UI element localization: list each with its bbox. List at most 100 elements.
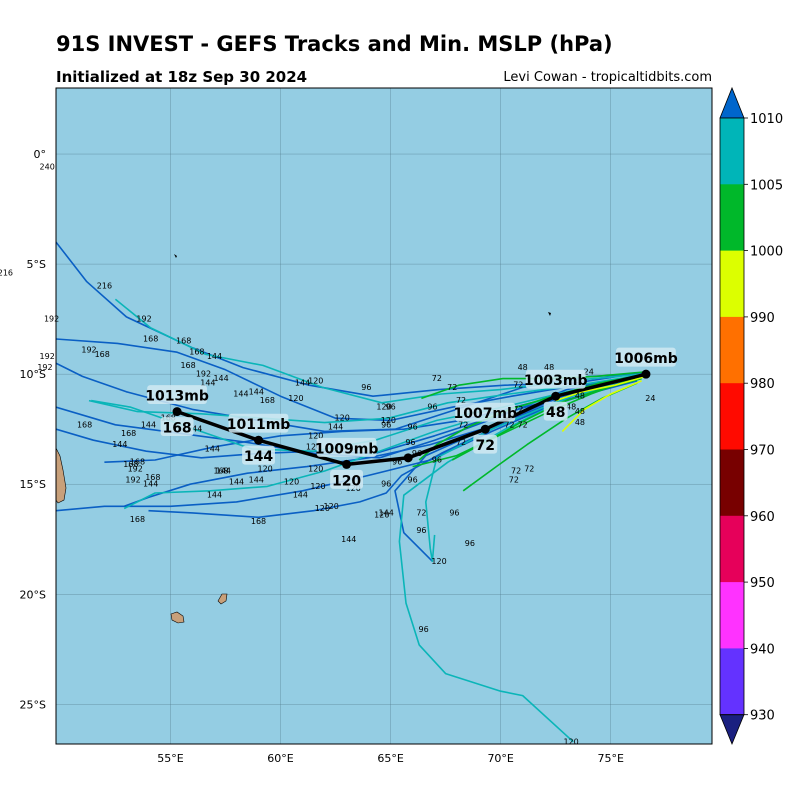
member-hour-label: 72	[504, 420, 514, 429]
mean-pressure-label: 1006mb	[614, 347, 678, 367]
mean-track-point	[551, 391, 561, 401]
mean-track-point	[480, 424, 490, 434]
lon-tick-label: 65°E	[377, 752, 403, 765]
member-track	[555, 375, 647, 402]
member-hour-label: 168	[123, 460, 138, 469]
svg-text:72: 72	[476, 438, 495, 454]
member-hour-label: 48	[518, 363, 528, 372]
member-hour-label: 120	[315, 504, 330, 513]
member-hour-label: 144	[249, 475, 264, 484]
colorbar-lower-extension	[719, 714, 745, 746]
member-hour-label: 72	[458, 420, 468, 429]
lat-tick-label: 10°S	[20, 368, 46, 381]
svg-text:144: 144	[244, 449, 273, 465]
mean-hour-label: 48	[543, 401, 568, 421]
member-hour-label: 168	[145, 473, 160, 482]
mean-pressure-label: 1007mb	[453, 402, 517, 422]
member-hour-label: 192	[128, 464, 143, 473]
member-hour-label: 192	[196, 370, 211, 379]
ocean-background	[56, 88, 712, 744]
member-hour-label: 72	[513, 405, 523, 414]
member-hour-label: 96	[419, 625, 429, 634]
svg-text:1009mb: 1009mb	[315, 441, 379, 457]
initialization-time: Initialized at 18z Sep 30 2024	[56, 68, 308, 86]
mean-hour-label: 72	[473, 434, 498, 454]
member-hour-label: 168	[180, 361, 195, 370]
colorbar-tick-label: 1010	[750, 112, 783, 127]
member-hour-label: 72	[416, 508, 426, 517]
member-hour-label: 120	[257, 464, 272, 473]
colorbar-segment	[720, 250, 744, 318]
colorbar-tick-label: 980	[750, 377, 775, 392]
mean-hour-label: 120	[330, 469, 364, 489]
map-title: 91S INVEST - GEFS Tracks and Min. MSLP (…	[56, 32, 613, 56]
member-hour-label: 144	[112, 440, 127, 449]
lat-tick-label: 25°S	[20, 698, 46, 711]
lat-tick-label: 5°S	[27, 258, 46, 271]
colorbar-segment	[720, 449, 744, 517]
lon-tick-label: 60°E	[267, 752, 293, 765]
member-hour-label: 96	[405, 438, 415, 447]
member-hour-label: 48	[544, 363, 554, 372]
mean-track-labels: 1006mb1003mb481007mb721009mb1201011mb144…	[145, 347, 678, 489]
member-hour-label: 72	[509, 475, 519, 484]
member-hour-label: 72	[447, 383, 457, 392]
member-hour-label: 168	[77, 420, 92, 429]
mean-pressure-label: 1013mb	[145, 385, 209, 404]
member-hour-label: 192	[125, 475, 140, 484]
member-hour-label: 96	[381, 420, 391, 429]
colorbar-segment	[720, 118, 744, 185]
member-hour-label: 144	[328, 423, 343, 432]
member-track	[561, 380, 642, 432]
tromelin-islet	[174, 254, 177, 258]
member-hour-label: 168	[260, 396, 275, 405]
member-hour-label: 144	[141, 420, 156, 429]
member-hour-label: 72	[456, 438, 466, 447]
lon-tick-label: 55°E	[157, 752, 183, 765]
member-hour-label: 72	[432, 374, 442, 383]
member-hour-label: 144	[341, 535, 356, 544]
reunion-island	[170, 611, 185, 624]
member-hour-label: 144	[233, 389, 248, 398]
lon-tick-label: 75°E	[598, 752, 624, 765]
member-hour-label: 96	[408, 423, 418, 432]
member-hour-label: 168	[189, 348, 204, 357]
plot-frame	[55, 87, 713, 745]
lat-tick-label: 0°	[34, 148, 47, 161]
lat-tick-label: 20°S	[20, 588, 46, 601]
member-hour-label: 144	[187, 425, 202, 434]
member-track	[398, 377, 642, 743]
member-hour-label: 144	[207, 352, 222, 361]
colorbar-tick-label: 970	[750, 444, 775, 459]
member-hour-label: 120	[310, 482, 325, 491]
member-hour-label: 144	[143, 480, 158, 489]
member-hour-label: 168	[251, 517, 266, 526]
member-hour-label: 192	[81, 345, 96, 354]
colorbar-tick-label: 990	[750, 311, 775, 326]
member-hour-label: 192	[44, 315, 59, 324]
member-hour-label: 144	[205, 445, 220, 454]
member-hour-label: 120	[308, 464, 323, 473]
member-track	[88, 373, 647, 424]
member-hour-label: 72	[518, 420, 528, 429]
svg-text:48: 48	[546, 405, 565, 421]
member-hour-label: 168	[130, 515, 145, 524]
colorbar-tick-label: 930	[750, 709, 775, 724]
member-hour-label: 144	[295, 378, 310, 387]
member-track	[412, 375, 640, 468]
member-hour-label: 96	[392, 458, 402, 467]
colorbar-tick-label: 950	[750, 576, 775, 591]
member-hour-label: 72	[524, 464, 534, 473]
axis-tick-labels: 55°E 60°E 65°E 70°E 75°E 0° 5°S 10°S 15°S 20°S 25°…	[20, 148, 624, 765]
colorbar-segment	[720, 515, 744, 583]
colorbar-segment	[720, 316, 744, 384]
mean-pressure-label: 1011mb	[227, 413, 290, 433]
colorbar-segment	[720, 184, 744, 252]
member-hour-label: 168	[176, 337, 191, 346]
ensemble-mean-track	[172, 369, 651, 469]
member-hour-label: 144	[379, 508, 394, 517]
member-hour-label: 144	[207, 491, 222, 500]
colorbar-tick-label: 1000	[750, 245, 783, 260]
member-hour-label: 216	[0, 268, 13, 277]
